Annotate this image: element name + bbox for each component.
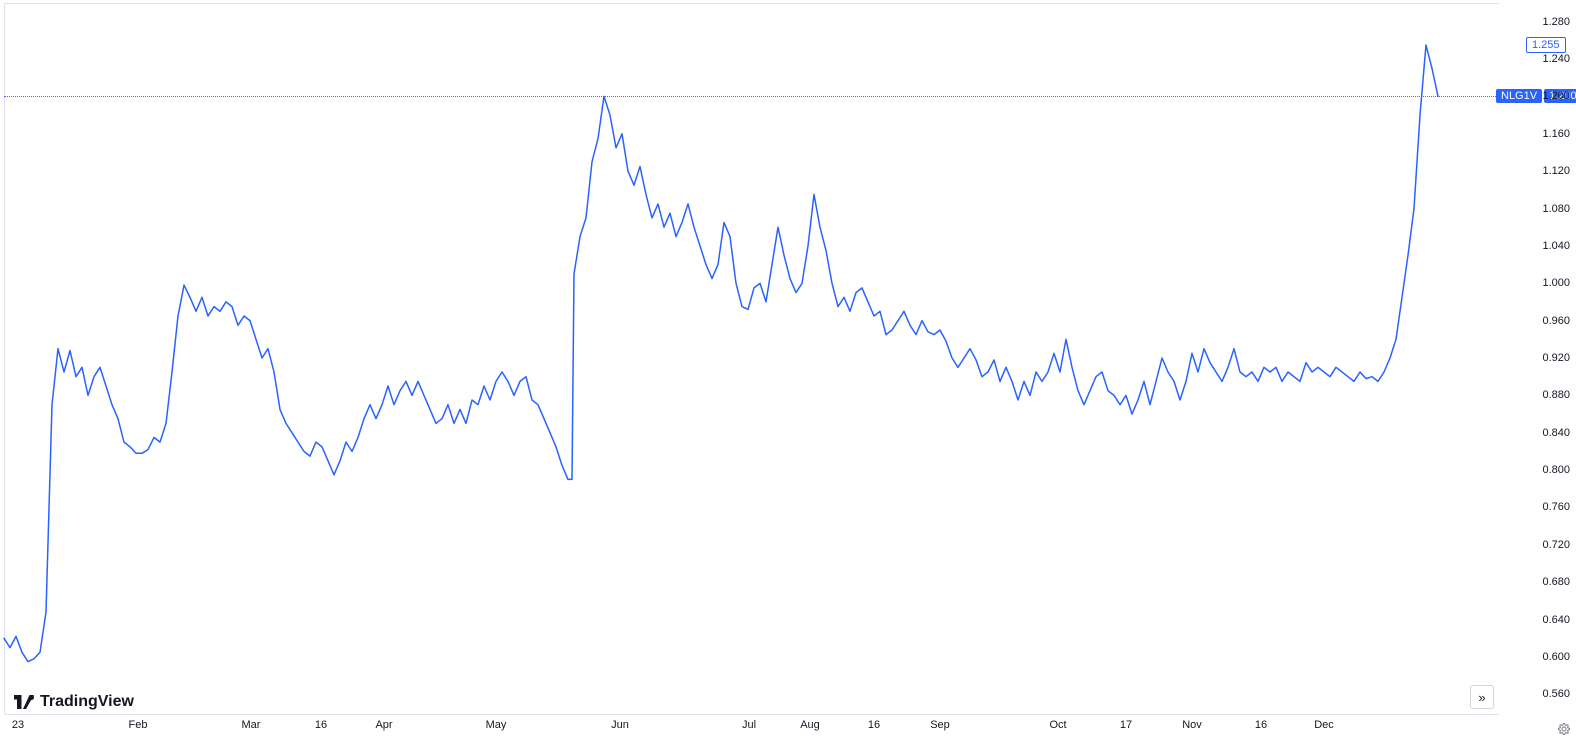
y-tick-label: 0.560 xyxy=(1542,688,1570,700)
x-tick-label: May xyxy=(486,719,507,731)
y-tick-label: 1.240 xyxy=(1542,53,1570,65)
x-tick-label: Apr xyxy=(375,719,392,731)
x-tick-label: 23 xyxy=(12,719,24,731)
y-tick-label: 0.800 xyxy=(1542,464,1570,476)
y-tick-label: 1.000 xyxy=(1542,277,1570,289)
axis-settings-button[interactable] xyxy=(1556,721,1572,737)
y-tick-label: 1.080 xyxy=(1542,203,1570,215)
price-line-chart xyxy=(0,0,1498,713)
y-tick-label: 1.160 xyxy=(1542,128,1570,140)
x-tick-label: Feb xyxy=(129,719,148,731)
y-tick-label: 0.720 xyxy=(1542,539,1570,551)
goto-date-button[interactable]: » xyxy=(1470,685,1494,709)
price-axis[interactable]: 1.280 1.240 1.200 1.160 1.120 1.080 1.040 1.000… xyxy=(1498,0,1576,713)
x-tick-label: Mar xyxy=(242,719,261,731)
watermark-text: TradingView xyxy=(40,693,134,711)
x-tick-label: Dec xyxy=(1314,719,1334,731)
x-tick-label: 17 xyxy=(1120,719,1132,731)
y-tick-label: 0.840 xyxy=(1542,427,1570,439)
y-tick-label: 1.200 xyxy=(1542,90,1570,102)
y-tick-label: 0.760 xyxy=(1542,501,1570,513)
y-tick-label: 1.040 xyxy=(1542,240,1570,252)
y-tick-label: 0.680 xyxy=(1542,576,1570,588)
x-tick-label: Aug xyxy=(800,719,820,731)
x-tick-label: 16 xyxy=(868,719,880,731)
x-tick-label: 16 xyxy=(315,719,327,731)
x-tick-label: Oct xyxy=(1049,719,1066,731)
chart-root: NLG1V 1.200 1.255 1.2801.2401.2001.1601.… xyxy=(0,0,1576,747)
x-tick-label: Nov xyxy=(1182,719,1202,731)
x-tick-label: Sep xyxy=(930,719,950,731)
y-tick-label: 1.120 xyxy=(1542,165,1570,177)
y-tick-label: 0.640 xyxy=(1542,614,1570,626)
chevrons-right-icon: » xyxy=(1478,690,1485,705)
y-tick-label: 0.880 xyxy=(1542,389,1570,401)
y-tick-label: 1.280 xyxy=(1542,16,1570,28)
y-tick-label: 0.920 xyxy=(1542,352,1570,364)
time-axis[interactable]: 23 Feb Mar 16 Apr May Jun Jul Aug 16 Sep Oct 17 Nov 16… xyxy=(0,713,1576,747)
x-tick-label: 16 xyxy=(1255,719,1267,731)
y-tick-label: 0.960 xyxy=(1542,315,1570,327)
x-tick-label: Jun xyxy=(611,719,629,731)
gear-icon xyxy=(1558,723,1570,735)
tradingview-watermark: TradingView xyxy=(14,693,134,711)
x-tick-label: Jul xyxy=(742,719,756,731)
current-price-line xyxy=(4,96,1498,97)
y-tick-label: 0.600 xyxy=(1542,651,1570,663)
